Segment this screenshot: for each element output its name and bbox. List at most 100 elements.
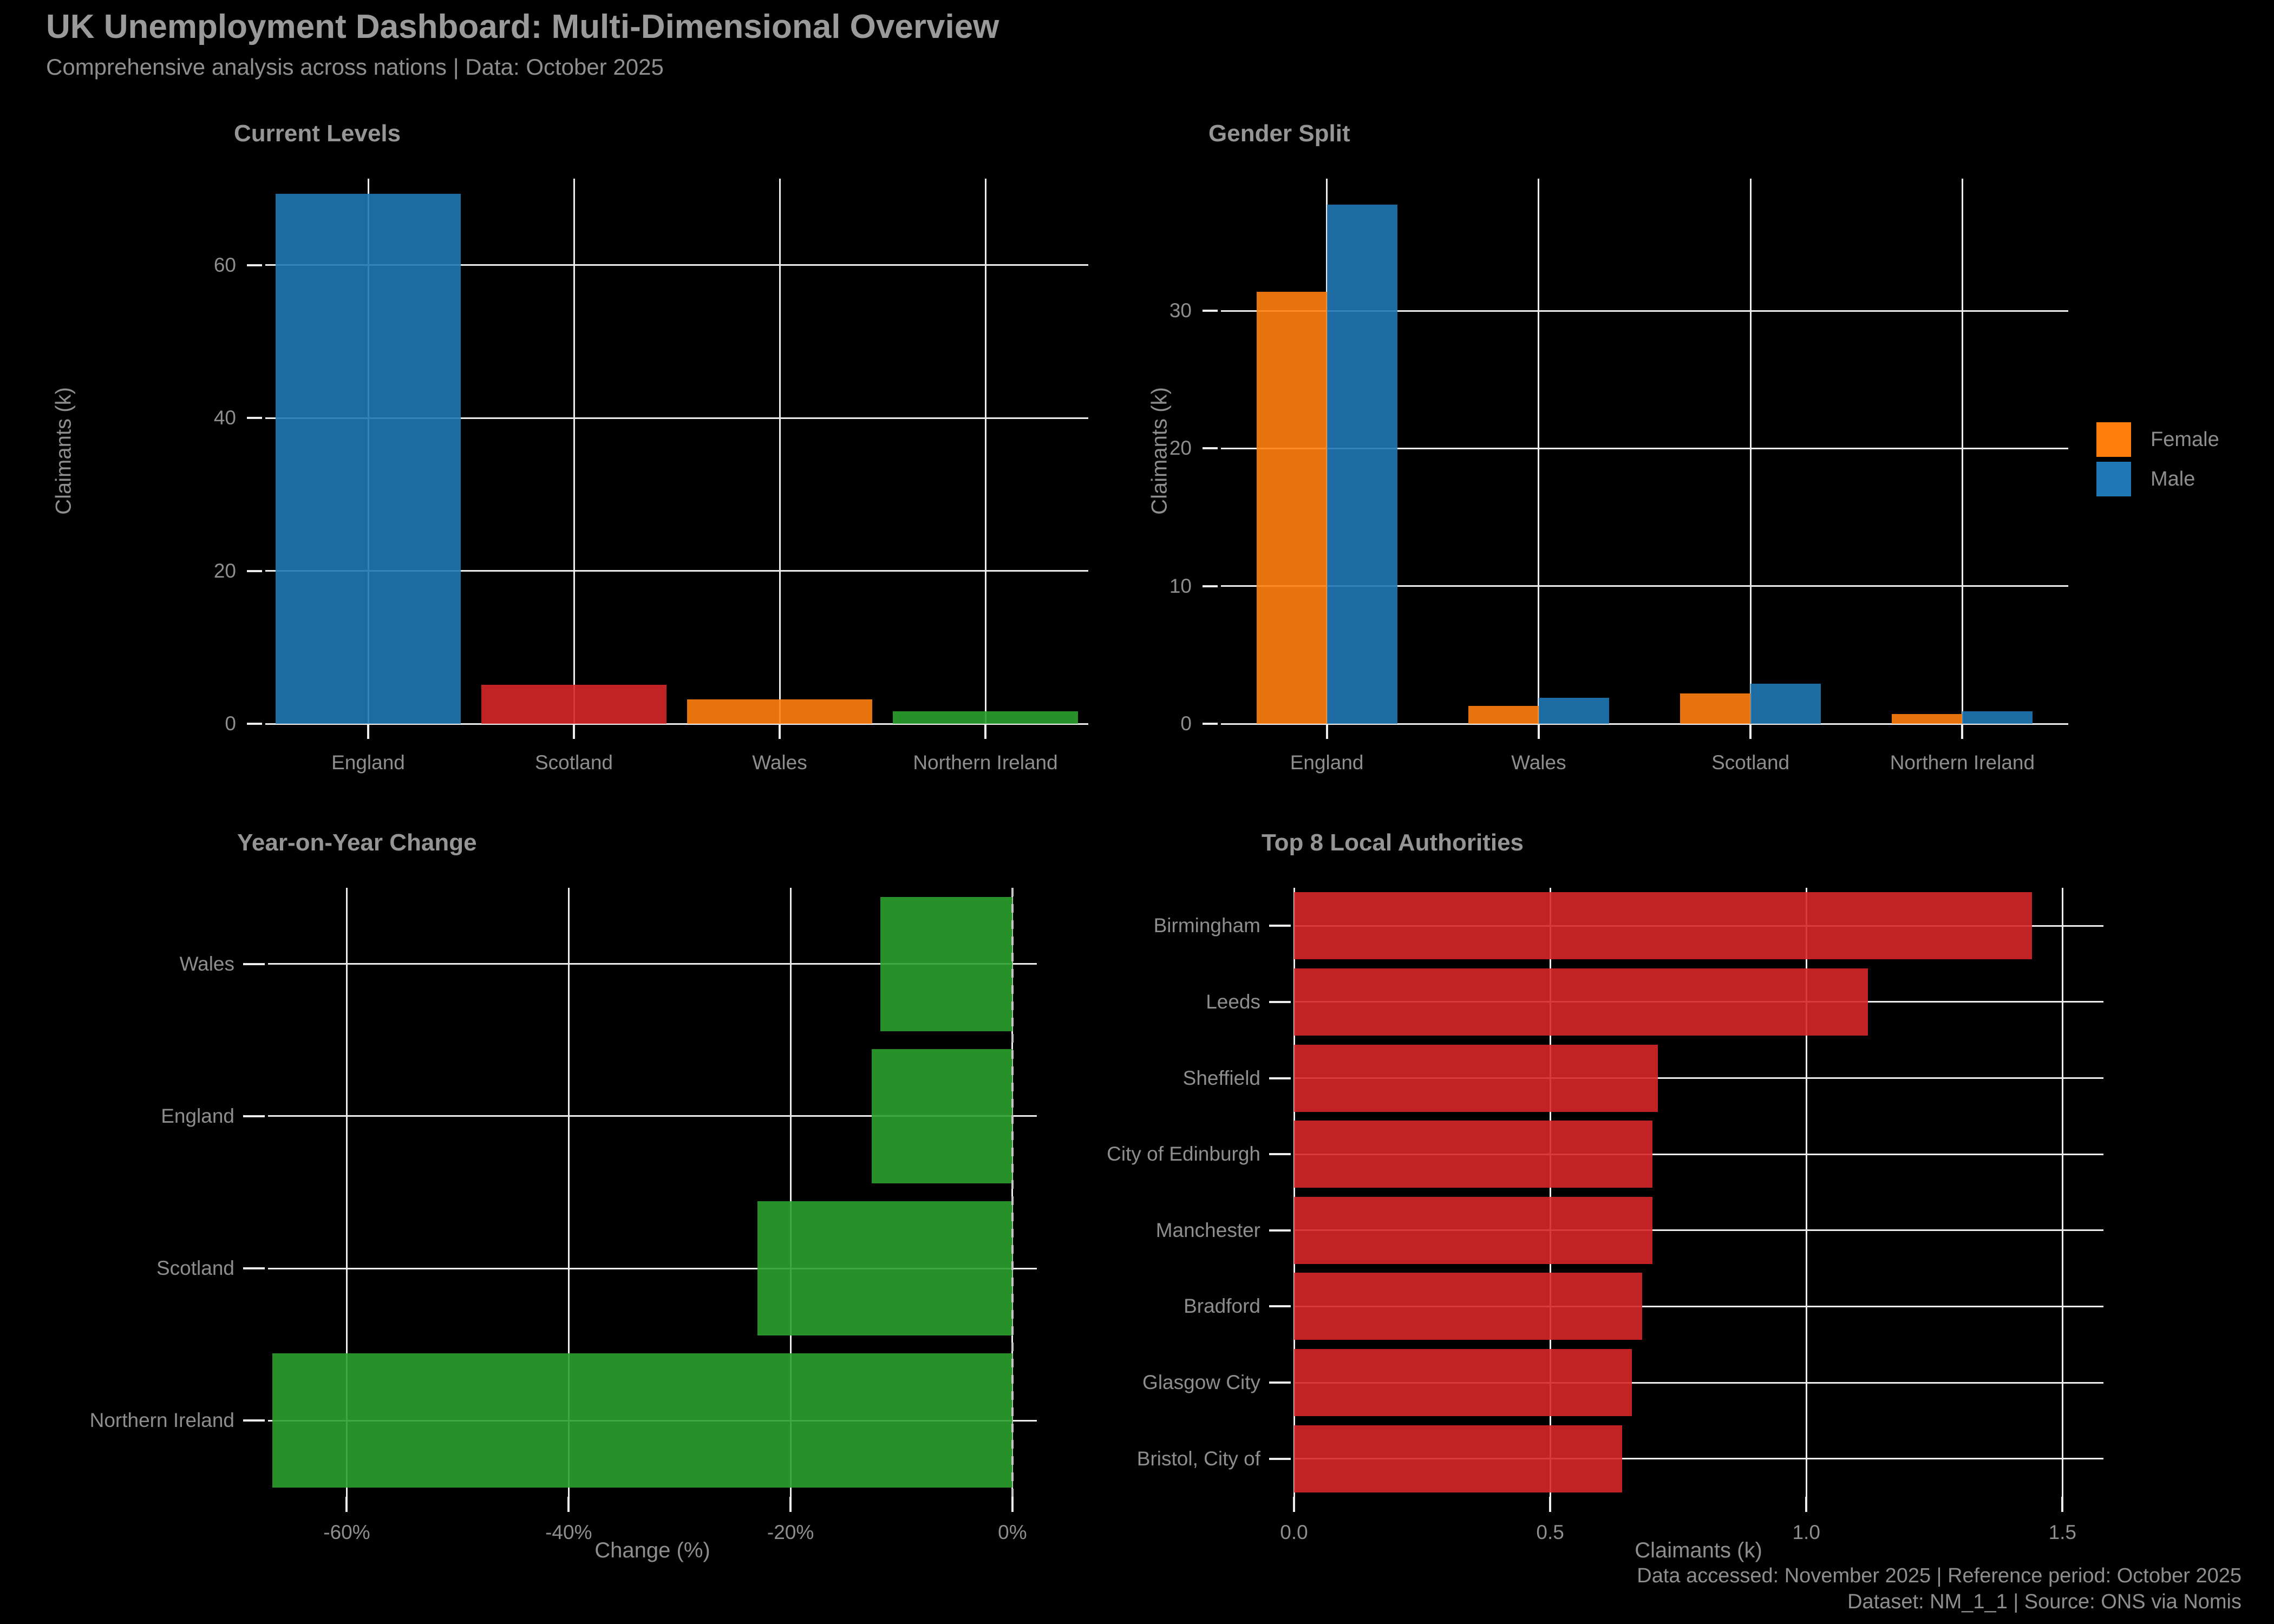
x-tickmark [1749, 724, 1752, 739]
x-tickmark [1011, 1497, 1014, 1512]
y-tickmark [1203, 310, 1218, 312]
y-tickmark [1269, 1305, 1291, 1308]
y-tick-label: Manchester [1155, 1219, 1260, 1241]
bar-bradford [1294, 1273, 1643, 1340]
y-tickmark [247, 723, 262, 725]
footer-line-1: Data accessed: November 2025 | Reference… [1637, 1564, 2242, 1587]
page-subtitle: Comprehensive analysis across nations | … [46, 54, 664, 80]
gridline-horizontal [1294, 1305, 2103, 1307]
gridline-vertical [1961, 179, 1963, 724]
y-tick-label: Northern Ireland [89, 1409, 234, 1432]
gridline-vertical [1293, 888, 1295, 1497]
chart-title-gender-split: Gender Split [1208, 120, 1350, 147]
x-tickmark [1537, 724, 1540, 739]
x-tickmark [345, 1497, 348, 1512]
y-tick-label: Bristol, City of [1136, 1447, 1260, 1470]
x-tick-label: 1.0 [1792, 1521, 1820, 1543]
plot-area-top-authorities: 0.0 0.5 1.0 1.5 Birmingham Leeds Sheffield City… [1107, 888, 2103, 1543]
gridline-horizontal [1294, 1381, 2103, 1384]
y-tick-label: 20 [1169, 437, 1192, 460]
y-tickmark [243, 962, 265, 965]
bar-england-male [1327, 205, 1397, 724]
y-tick-label: England [161, 1104, 234, 1127]
y-tickmark [1203, 447, 1218, 450]
gridline-horizontal [268, 963, 1037, 965]
bar-scotland [481, 684, 666, 724]
bar-leeds [1294, 968, 1868, 1036]
plot-area-current-levels: 0 20 40 60 England Scotland Wales Northern Irel… [214, 179, 1088, 774]
y-tick-label: Leeds [1206, 990, 1260, 1013]
gridline-horizontal [1294, 1153, 2103, 1155]
bar-bristol-city-of [1294, 1425, 1622, 1492]
y-tickmark [247, 417, 262, 420]
gridline-vertical [984, 179, 986, 724]
x-axis-label-yoy-change: Change (%) [594, 1538, 710, 1562]
x-tick-label: Northern Ireland [1890, 751, 2035, 774]
x-tickmark [779, 724, 781, 739]
y-tickmark [1269, 1457, 1291, 1460]
y-tick-label: Birmingham [1153, 914, 1260, 937]
y-tick-label: 60 [213, 253, 236, 276]
gridline-horizontal [265, 570, 1088, 572]
y-tickmark [1203, 585, 1218, 587]
legend-swatch-female [2096, 422, 2131, 457]
footer-line-2: Dataset: NM_1_1 | Source: ONS via Nomis [1847, 1590, 2242, 1613]
gridline-horizontal [265, 264, 1088, 266]
x-tick-label: 0% [998, 1521, 1027, 1543]
x-tick-label: -60% [323, 1521, 370, 1543]
x-tick-label: -40% [545, 1521, 592, 1543]
y-tick-label: Scotland [156, 1257, 234, 1280]
y-tickmark [247, 264, 262, 266]
bar-scotland-female [1680, 693, 1751, 724]
x-tickmark [1325, 724, 1328, 739]
y-tick-label: City of Edinburgh [1107, 1143, 1260, 1165]
bar-sheffield [1294, 1044, 1658, 1112]
bar-scotland-male [1750, 684, 1821, 724]
bar-northern-ireland-male [1962, 711, 2033, 724]
bar-scotland [757, 1201, 1012, 1336]
y-tick-label: Sheffield [1182, 1066, 1260, 1089]
bar-glasgow-city [1294, 1349, 1632, 1417]
y-tick-label: Wales [179, 952, 234, 975]
gridline-vertical [1805, 888, 1807, 1497]
y-tick-label: 0 [1180, 712, 1192, 735]
plot-area-yoy-change: -60% -40% -20% 0% Wales England Scotland Northe… [90, 888, 1037, 1543]
y-tick-label: Bradford [1184, 1295, 1260, 1318]
x-tick-label: 0.5 [1536, 1521, 1564, 1543]
legend-label-male: Male [2151, 468, 2195, 490]
gridline-vertical [1538, 179, 1540, 724]
gridline-horizontal [1294, 1458, 2103, 1460]
chart-title-current-levels: Current Levels [234, 120, 401, 147]
y-tickmark [243, 1267, 265, 1270]
x-tick-label: England [1290, 751, 1364, 774]
chart-title-yoy-change: Year-on-Year Change [237, 829, 477, 856]
y-tick-label: 0 [225, 712, 236, 735]
gridline-horizontal [265, 723, 1088, 725]
x-tickmark [1805, 1497, 1808, 1512]
gridline-vertical [779, 179, 781, 724]
gridline-horizontal [1294, 1077, 2103, 1079]
bar-manchester [1294, 1196, 1653, 1264]
gridline-horizontal [1221, 723, 2068, 725]
y-tickmark [1269, 1381, 1291, 1384]
x-tickmark [573, 724, 575, 739]
y-tickmark [247, 569, 262, 572]
bar-england [276, 194, 461, 724]
x-tick-label: 0.0 [1280, 1521, 1308, 1543]
chart-title-top-authorities: Top 8 Local Authorities [1262, 829, 1524, 856]
x-tickmark [1549, 1497, 1552, 1512]
bar-birmingham [1294, 892, 2032, 960]
bar-northern-ireland [272, 1353, 1012, 1488]
y-tickmark [1269, 925, 1291, 927]
y-tickmark [1269, 1000, 1291, 1003]
gridline-vertical [789, 888, 792, 1497]
x-tick-label: England [331, 751, 405, 774]
legend-label-female: Female [2151, 428, 2219, 451]
y-tickmark [243, 1419, 265, 1422]
gridline-horizontal [1221, 310, 2068, 312]
y-tickmark [1269, 1077, 1291, 1079]
x-tickmark [789, 1497, 792, 1512]
x-tickmark [567, 1497, 570, 1512]
y-tickmark [243, 1115, 265, 1117]
